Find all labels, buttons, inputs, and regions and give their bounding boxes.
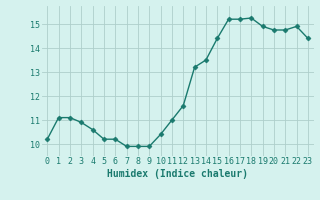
X-axis label: Humidex (Indice chaleur): Humidex (Indice chaleur) <box>107 169 248 179</box>
